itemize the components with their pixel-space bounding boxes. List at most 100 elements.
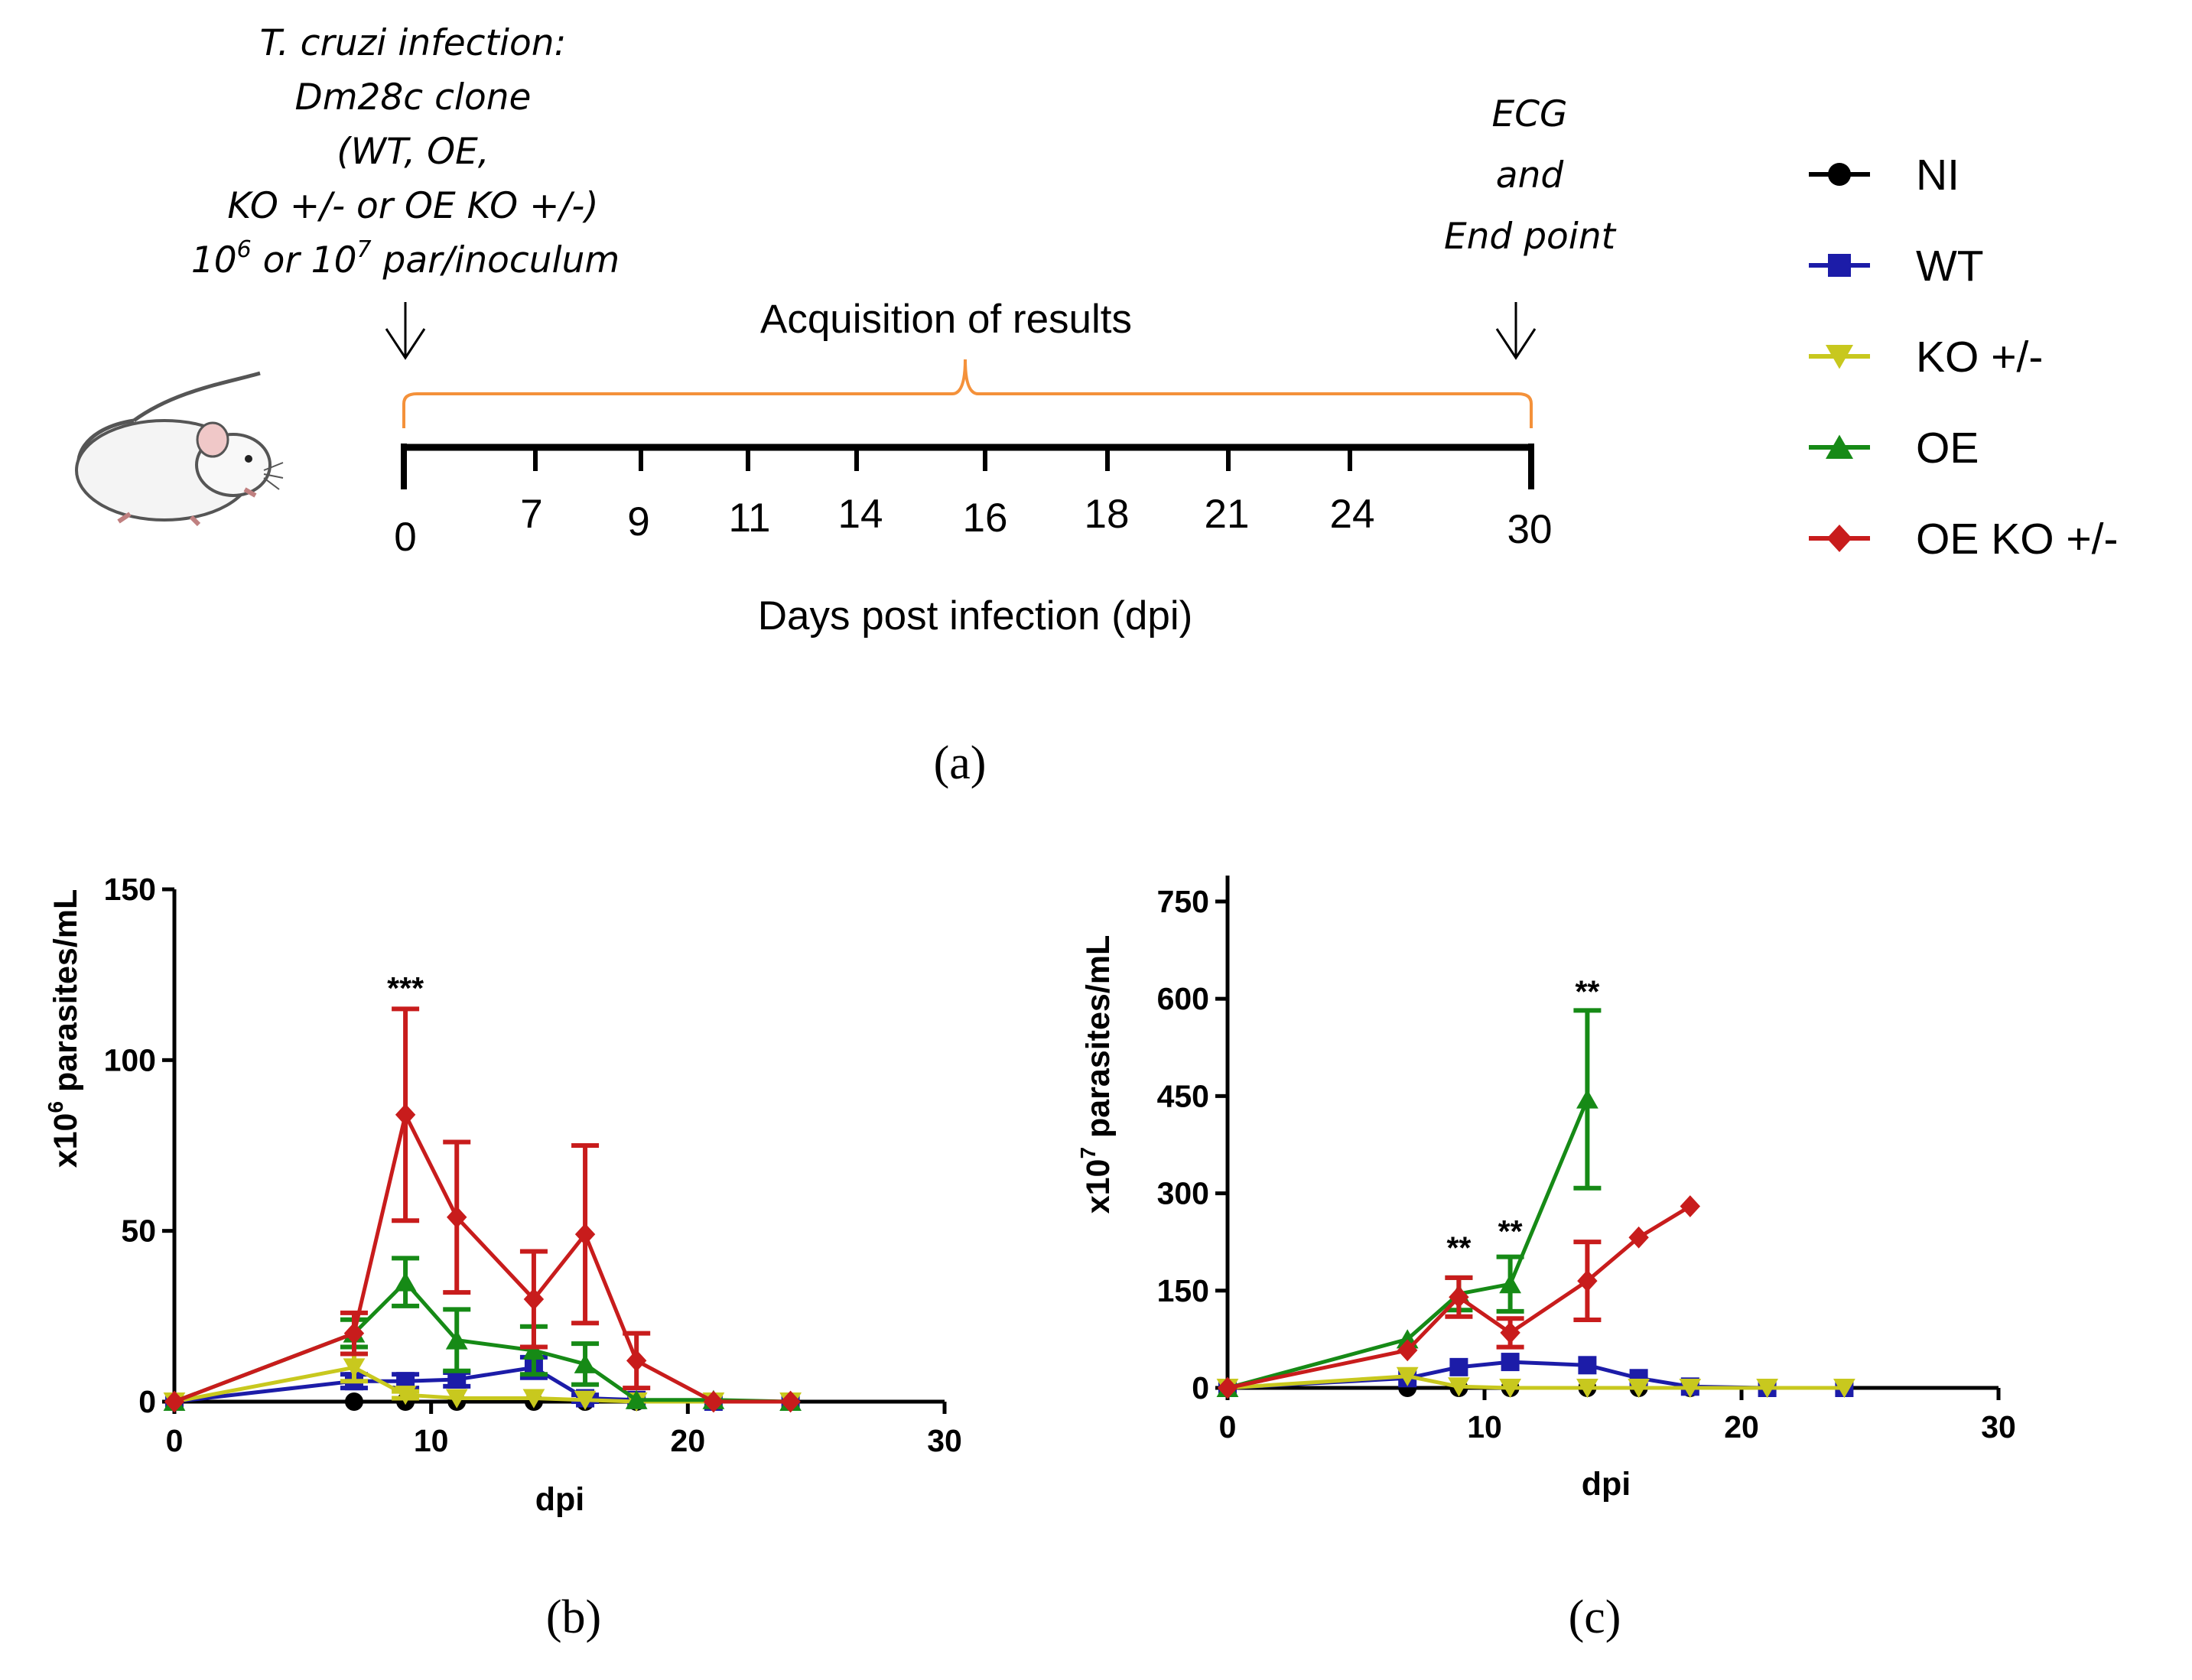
c-xtick-label: 20 xyxy=(1724,1409,1759,1444)
c-series-4-point xyxy=(1217,1376,1238,1399)
b-ytick-label: 0 xyxy=(138,1384,156,1419)
timeline-tick-18: 18 xyxy=(1085,492,1130,537)
legend-marker-2 xyxy=(1826,345,1853,369)
c-ytick-label: 450 xyxy=(1157,1078,1209,1113)
c-ytick-label: 0 xyxy=(1192,1370,1209,1405)
c-series-1-point xyxy=(1501,1353,1520,1372)
c-series-1-point xyxy=(1578,1356,1597,1375)
c-series-3-point xyxy=(1576,1089,1598,1109)
chart-c-xlabel: dpi xyxy=(1582,1466,1631,1503)
b-series-4-point xyxy=(626,1350,647,1372)
b-series-2-point xyxy=(574,1390,597,1410)
chart-b-ylabel: x106 parasites/mL xyxy=(44,889,84,1168)
b-series-0-point xyxy=(344,1392,363,1411)
endpoint-arrow xyxy=(1495,302,1537,360)
c-ytick-label: 750 xyxy=(1157,884,1209,919)
c-xtick-label: 30 xyxy=(1981,1409,2016,1444)
c-series-2-point xyxy=(1756,1379,1778,1399)
legend-marker-0 xyxy=(1828,163,1851,186)
b-series-2-line xyxy=(174,1365,791,1404)
timeline-tick-21: 21 xyxy=(1205,492,1250,537)
b-ytick-label: 150 xyxy=(104,872,156,907)
b-series-4-point xyxy=(780,1390,801,1413)
c-series-4-point xyxy=(1680,1195,1700,1217)
c-significance-2: ** xyxy=(1575,973,1599,1009)
c-series-4-point xyxy=(1577,1269,1598,1292)
legend-label-3: OE xyxy=(1916,424,1979,473)
timeline-axis xyxy=(401,444,1534,489)
timeline-tick-7: 7 xyxy=(520,492,542,537)
c-xtick-label: 0 xyxy=(1219,1409,1237,1444)
c-significance-1: ** xyxy=(1498,1214,1523,1249)
c-series-2-point xyxy=(1576,1379,1598,1399)
c-series-4-point xyxy=(1449,1285,1469,1308)
b-series-2-point xyxy=(343,1358,366,1378)
b-axes xyxy=(172,889,945,1404)
c-series-4-point xyxy=(1628,1226,1649,1249)
legend-marker-1 xyxy=(1828,254,1851,277)
timeline-tick-0: 0 xyxy=(394,515,416,560)
legend-marker-4 xyxy=(1826,525,1852,552)
endpoint-text-line-2: and xyxy=(1496,154,1565,197)
infection-text-line-3: (WT, OE, xyxy=(337,131,489,173)
c-series-1-point xyxy=(1449,1357,1468,1376)
acquisition-brace xyxy=(402,359,1533,428)
legend-label-0: NI xyxy=(1916,151,1959,200)
chart-c-ylabel: x107 parasites/mL xyxy=(1076,935,1117,1214)
timeline-tick-11: 11 xyxy=(728,496,770,541)
infection-text-line-4: KO +/- or OE KO +/-) xyxy=(227,185,598,227)
panel-label-a: (a) xyxy=(934,737,987,789)
b-series-2-point xyxy=(445,1389,468,1409)
legend: NI WT KO +/- OE OE KO +/- xyxy=(1809,151,2119,564)
b-series-2-point xyxy=(522,1389,545,1409)
b-series-4-point xyxy=(395,1103,416,1126)
timeline-tick-24: 24 xyxy=(1330,492,1375,537)
panel-label-c: (c) xyxy=(1569,1591,1621,1643)
b-series-3-point xyxy=(445,1330,468,1350)
legend-label-4: OE KO +/- xyxy=(1916,515,2119,564)
b-ytick-label: 100 xyxy=(104,1042,156,1077)
legend-label-2: KO +/- xyxy=(1916,333,2043,382)
timeline-tick-16: 16 xyxy=(963,496,1008,541)
c-series-2-point xyxy=(1833,1379,1855,1399)
b-series-3-point xyxy=(394,1272,417,1292)
b-xtick-label: 30 xyxy=(927,1423,962,1458)
chart-b: x106 parasites/mL dpi 0 50 100 150 0 10 20 30 **… xyxy=(44,872,962,1518)
c-series-2-point xyxy=(1448,1377,1470,1397)
c-xtick-label: 10 xyxy=(1467,1409,1502,1444)
legend-marker-3 xyxy=(1826,434,1853,459)
c-axes xyxy=(1225,876,1998,1390)
panel-label-b: (b) xyxy=(546,1591,601,1643)
b-series-4-point xyxy=(574,1223,596,1246)
b-xtick-label: 0 xyxy=(166,1423,184,1458)
b-series-3-point xyxy=(574,1353,597,1373)
c-series-2-point xyxy=(1396,1366,1419,1386)
c-series-4-point xyxy=(1500,1321,1520,1344)
c-series-1-line xyxy=(1227,1360,1845,1390)
c-significance-0: ** xyxy=(1446,1230,1471,1265)
b-series-2-point xyxy=(394,1386,417,1405)
legend-label-1: WT xyxy=(1916,242,1984,291)
c-ytick-label: 150 xyxy=(1157,1273,1209,1308)
c-series-2-point xyxy=(1679,1379,1702,1399)
b-xtick-label: 10 xyxy=(414,1423,449,1458)
b-significance-0: *** xyxy=(387,970,424,1006)
infection-arrow xyxy=(385,302,426,360)
c-series-3-point xyxy=(1499,1274,1521,1294)
b-series-4-point xyxy=(523,1288,545,1311)
infection-text-line-1: T. cruzi infection: xyxy=(260,22,567,64)
b-xtick-label: 20 xyxy=(671,1423,706,1458)
inoculum-text: 106 or 107 par/inoculum xyxy=(191,236,620,281)
b-series-4-line xyxy=(174,1113,791,1404)
c-series-2-point xyxy=(1628,1379,1650,1399)
b-series-4-point xyxy=(447,1206,467,1229)
c-ytick-label: 300 xyxy=(1157,1176,1209,1211)
timeline-panel: T. cruzi infection: Dm28c clone (WT, OE,… xyxy=(75,22,1617,639)
b-series-3-point xyxy=(625,1389,648,1409)
b-series-4-point xyxy=(703,1390,724,1413)
c-series-2-point xyxy=(1499,1379,1521,1399)
b-ytick-label: 50 xyxy=(121,1214,156,1249)
chart-c: x107 parasites/mL dpi 0 150 300 450 600 750 0 1… xyxy=(1076,876,2016,1503)
mouse-icon xyxy=(75,371,284,527)
